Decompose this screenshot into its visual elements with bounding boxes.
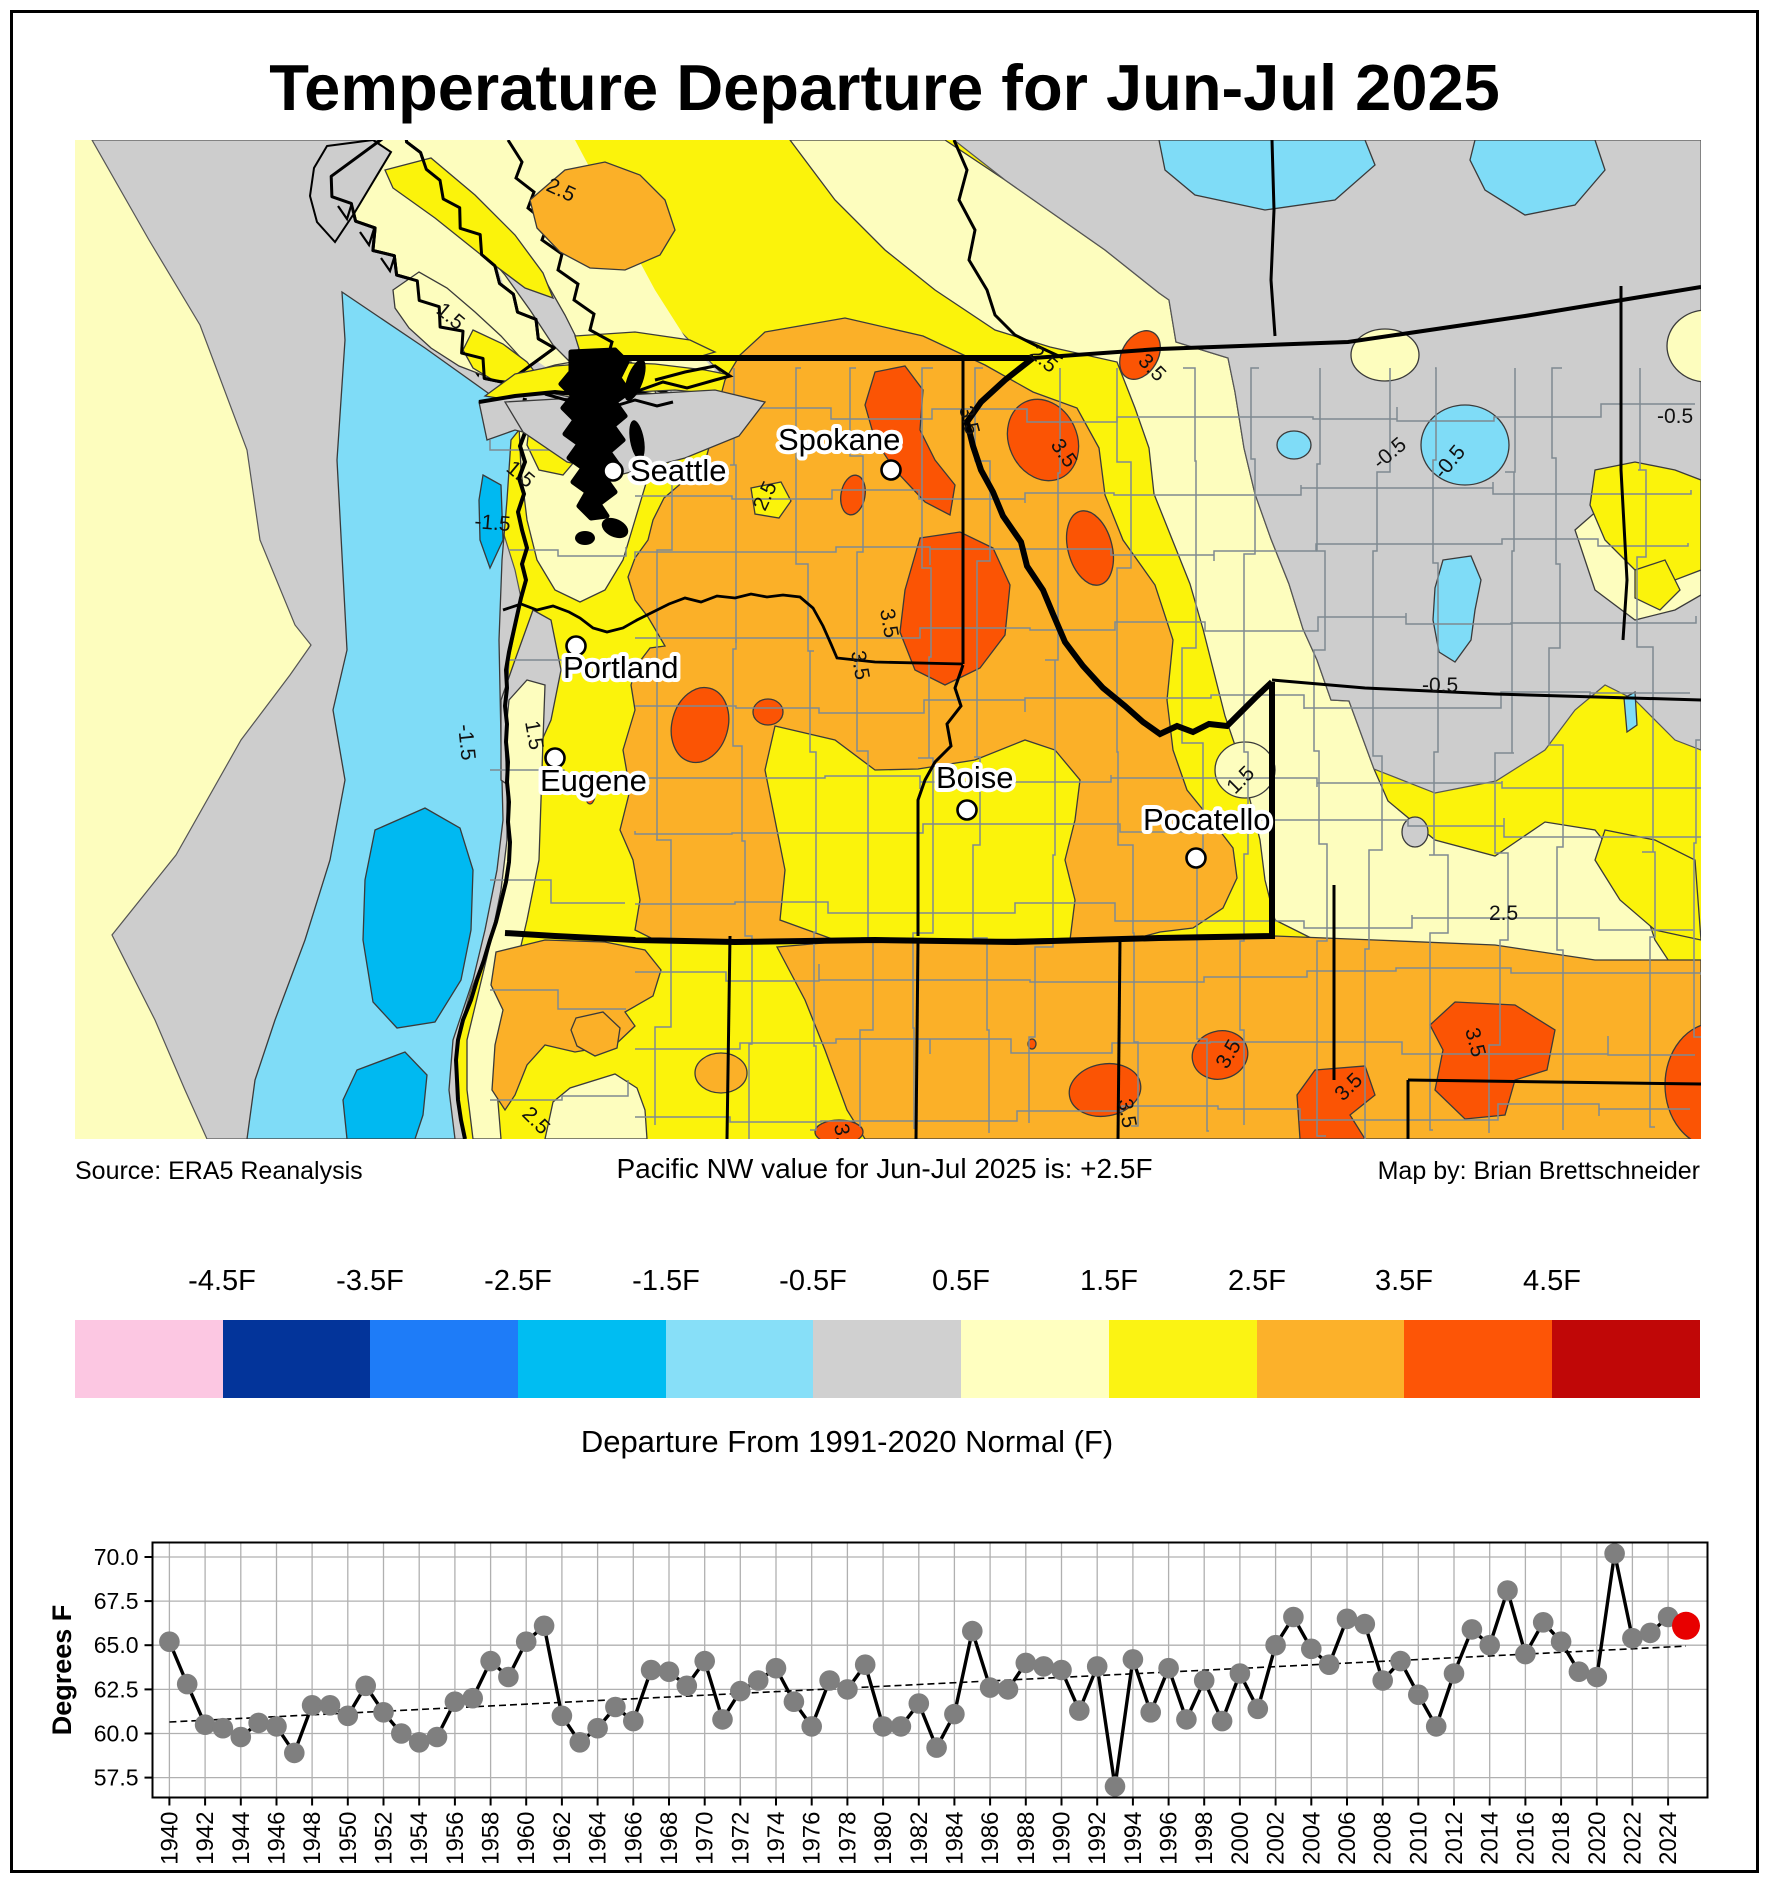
svg-text:1996: 1996	[1156, 1812, 1183, 1865]
svg-text:1960: 1960	[513, 1812, 540, 1865]
svg-text:1986: 1986	[977, 1812, 1004, 1865]
svg-text:1998: 1998	[1191, 1812, 1218, 1865]
svg-text:2000: 2000	[1227, 1812, 1254, 1865]
svg-text:-1.5: -1.5	[453, 723, 480, 761]
svg-text:1962: 1962	[549, 1812, 576, 1865]
svg-text:2014: 2014	[1477, 1812, 1504, 1865]
svg-text:1990: 1990	[1049, 1812, 1076, 1865]
svg-text:1940: 1940	[156, 1812, 183, 1865]
svg-text:1984: 1984	[941, 1812, 968, 1865]
svg-text:1950: 1950	[335, 1812, 362, 1865]
svg-text:Portland: Portland	[563, 650, 678, 685]
svg-text:Degrees F: Degrees F	[47, 1605, 77, 1736]
svg-text:2002: 2002	[1263, 1812, 1290, 1865]
svg-text:1954: 1954	[406, 1812, 433, 1865]
svg-text:1992: 1992	[1084, 1812, 1111, 1865]
svg-text:1958: 1958	[478, 1812, 505, 1865]
svg-text:1966: 1966	[620, 1812, 647, 1865]
svg-text:1952: 1952	[371, 1812, 398, 1865]
svg-text:1956: 1956	[442, 1812, 469, 1865]
svg-text:57.5: 57.5	[94, 1765, 139, 1791]
svg-text:2022: 2022	[1619, 1812, 1646, 1865]
svg-text:65.0: 65.0	[94, 1632, 139, 1658]
svg-text:Eugene: Eugene	[540, 763, 647, 798]
svg-text:67.5: 67.5	[94, 1588, 139, 1614]
svg-text:2.5: 2.5	[1489, 902, 1518, 925]
svg-text:1980: 1980	[870, 1812, 897, 1865]
svg-text:-0.5: -0.5	[1657, 405, 1693, 428]
svg-text:Seattle: Seattle	[630, 453, 727, 488]
svg-text:1968: 1968	[656, 1812, 683, 1865]
svg-text:60.0: 60.0	[94, 1721, 139, 1747]
svg-text:2010: 2010	[1405, 1812, 1432, 1865]
svg-text:70.0: 70.0	[94, 1544, 139, 1570]
svg-text:62.5: 62.5	[94, 1676, 139, 1702]
svg-text:1944: 1944	[228, 1812, 255, 1865]
svg-text:1964: 1964	[585, 1812, 612, 1865]
svg-text:3.5: 3.5	[846, 649, 874, 682]
svg-text:1972: 1972	[727, 1812, 754, 1865]
svg-text:2020: 2020	[1584, 1812, 1611, 1865]
svg-text:1978: 1978	[834, 1812, 861, 1865]
svg-text:2004: 2004	[1298, 1812, 1325, 1865]
svg-text:1948: 1948	[299, 1812, 326, 1865]
svg-text:2012: 2012	[1441, 1812, 1468, 1865]
svg-text:2008: 2008	[1370, 1812, 1397, 1865]
svg-text:3.5: 3.5	[829, 1122, 857, 1139]
svg-text:2024: 2024	[1655, 1812, 1682, 1865]
svg-text:Pocatello: Pocatello	[1143, 802, 1271, 837]
svg-text:Boise: Boise	[936, 760, 1014, 795]
svg-text:1994: 1994	[1120, 1812, 1147, 1865]
svg-text:3.5: 3.5	[875, 607, 903, 640]
svg-text:Spokane: Spokane	[778, 422, 900, 457]
svg-text:1974: 1974	[763, 1812, 790, 1865]
svg-text:3.5: 3.5	[1113, 1097, 1141, 1130]
svg-text:2018: 2018	[1548, 1812, 1575, 1865]
svg-text:1946: 1946	[264, 1812, 291, 1865]
svg-text:1982: 1982	[906, 1812, 933, 1865]
svg-text:1970: 1970	[692, 1812, 719, 1865]
svg-text:1.5: 1.5	[520, 719, 548, 752]
svg-text:2006: 2006	[1334, 1812, 1361, 1865]
svg-text:1976: 1976	[799, 1812, 826, 1865]
svg-text:1942: 1942	[192, 1812, 219, 1865]
svg-text:1988: 1988	[1013, 1812, 1040, 1865]
svg-text:2016: 2016	[1512, 1812, 1539, 1865]
svg-text:-1.5: -1.5	[474, 510, 512, 536]
svg-text:-0.5: -0.5	[1422, 674, 1458, 697]
